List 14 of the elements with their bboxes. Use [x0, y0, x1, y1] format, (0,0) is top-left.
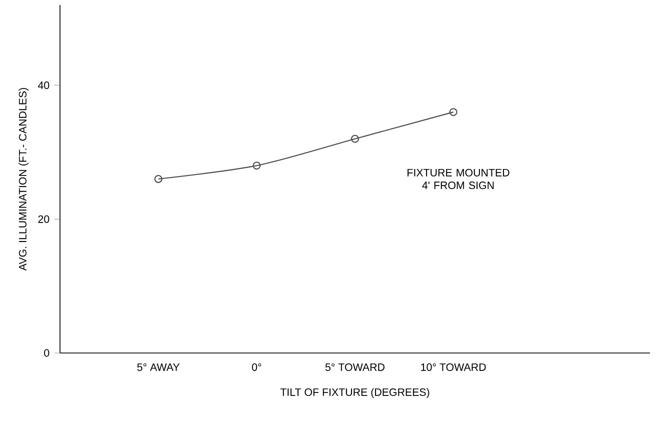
x-axis-title: TILT OF FIXTURE (DEGREES) [280, 388, 430, 398]
point [252, 162, 261, 170]
x-tick-label: 5° TOWARD [325, 363, 384, 371]
y-tick-label: 40 [38, 82, 50, 90]
x-tick-label: 0° [252, 363, 262, 371]
point [351, 134, 359, 143]
annotation: FIXTURE MOUNTED 4' FROM SIGN [408, 168, 510, 190]
y-axis-title: AVG. ILLUMINATION (FT.- CANDLES) [18, 88, 29, 271]
y-tick-label: 0 [44, 349, 50, 357]
x-tick-label: 5° AWAY [137, 363, 180, 371]
point [449, 108, 458, 116]
point [154, 174, 162, 183]
x-tick-label: 10° TOWARD [421, 363, 486, 371]
y-tick-label: 20 [38, 215, 50, 223]
